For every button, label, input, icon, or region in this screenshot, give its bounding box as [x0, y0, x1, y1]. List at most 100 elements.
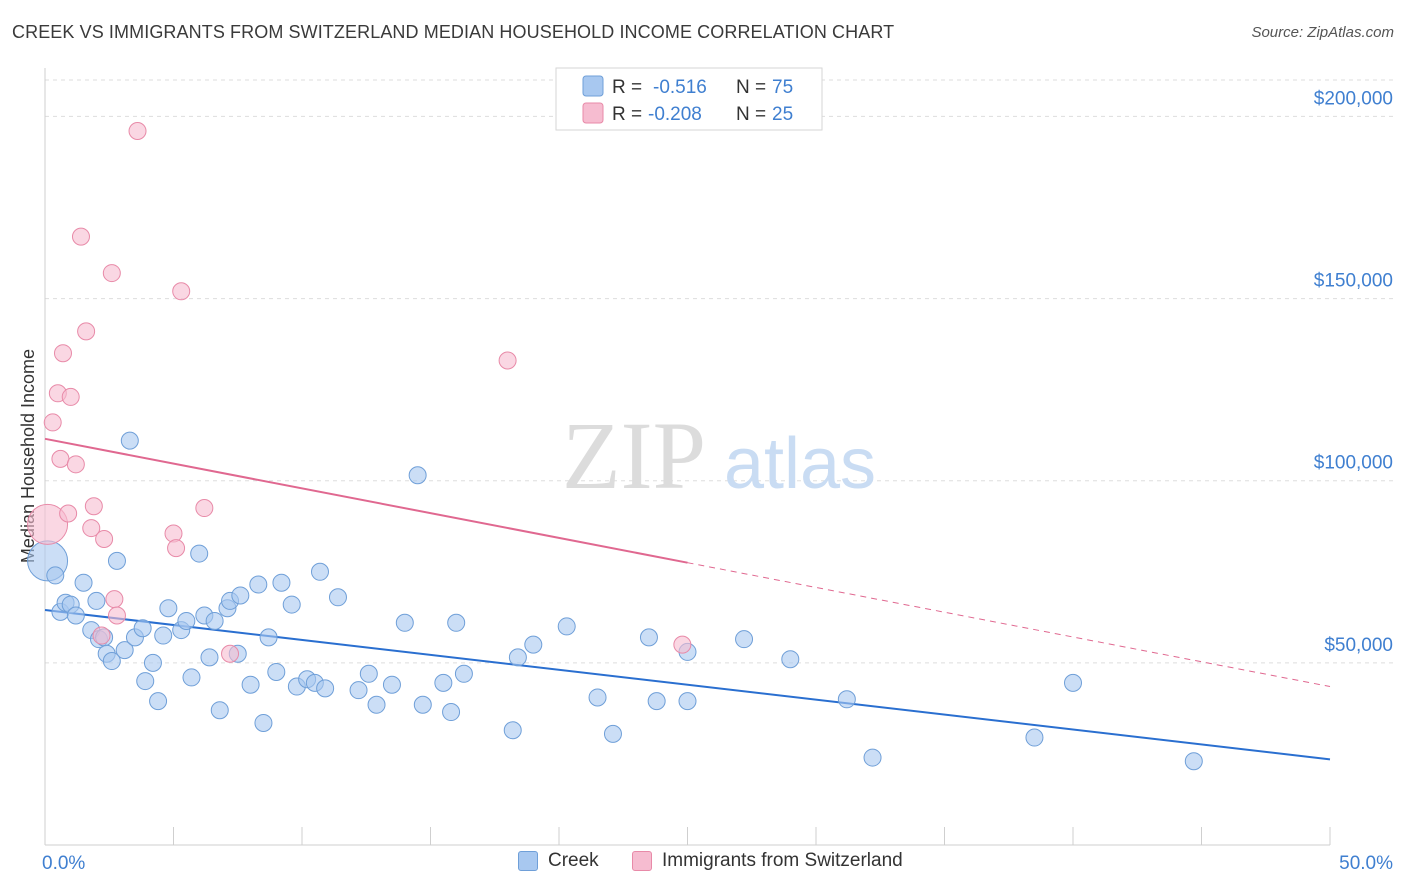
- point-swiss-4: [53, 344, 72, 363]
- point-creek-52: [395, 613, 414, 632]
- point-creek-34: [231, 586, 250, 605]
- point-swiss-7: [66, 455, 85, 474]
- point-swiss-17: [128, 122, 147, 140]
- bottom-legend-swatch-creek: [518, 851, 538, 871]
- y-tick-label-1: $100,000: [1314, 453, 1393, 474]
- point-creek-29: [205, 611, 224, 630]
- y-axis-title: Median Household Income: [18, 349, 38, 563]
- point-creek-38: [259, 628, 278, 647]
- point-swiss-19: [167, 539, 186, 558]
- point-creek-41: [282, 595, 301, 614]
- point-creek-19: [143, 653, 162, 672]
- x-tick-label-1: 50.0%: [1339, 853, 1393, 874]
- trend-line-swiss: [44, 437, 688, 564]
- point-swiss-0: [27, 503, 69, 545]
- trend-lines: [44, 437, 1331, 761]
- point-creek-68: [678, 692, 697, 711]
- point-swiss-6: [61, 387, 80, 406]
- point-creek-15: [120, 431, 139, 450]
- y-tick-label-0: $50,000: [1324, 635, 1393, 656]
- point-creek-12: [102, 652, 121, 671]
- point-creek-8: [87, 591, 106, 610]
- point-creek-74: [1064, 673, 1082, 692]
- point-creek-53: [408, 466, 427, 485]
- legend-n-label-swiss: N =: [736, 104, 766, 125]
- stats-legend: R = -0.516 N = 75 R = -0.208 N = 25: [555, 67, 823, 131]
- point-creek-59: [503, 721, 522, 740]
- point-swiss-16: [107, 606, 126, 625]
- point-creek-56: [442, 703, 461, 722]
- legend-r-value-creek: -0.516: [653, 77, 707, 98]
- bottom-legend-item-creek: Creek: [518, 850, 599, 872]
- point-creek-39: [267, 662, 286, 681]
- point-creek-30: [210, 701, 229, 720]
- point-creek-13: [107, 551, 126, 570]
- point-swiss-14: [102, 264, 121, 283]
- legend-n-value-creek: 75: [772, 77, 793, 98]
- legend-swatch-swiss: [582, 102, 604, 124]
- point-creek-24: [177, 611, 196, 630]
- watermark-zip: ZIP: [562, 402, 706, 509]
- point-creek-21: [154, 626, 173, 645]
- point-swiss-15: [105, 590, 124, 609]
- point-creek-47: [328, 588, 347, 607]
- point-creek-54: [413, 695, 432, 714]
- point-creek-66: [647, 692, 666, 711]
- axes: [44, 68, 1331, 846]
- point-creek-1: [46, 566, 65, 585]
- point-creek-62: [557, 617, 576, 636]
- point-swiss-3: [51, 449, 70, 468]
- point-creek-75: [1184, 752, 1203, 771]
- point-creek-73: [1025, 728, 1044, 747]
- point-creek-25: [182, 668, 201, 687]
- point-swiss-11: [84, 497, 103, 516]
- grid-lines: [45, 79, 1395, 664]
- watermark-atlas: atlas: [724, 424, 876, 504]
- legend-swatch-creek: [582, 75, 604, 97]
- point-swiss-21: [195, 499, 214, 518]
- bottom-legend-item-swiss: Immigrants from Switzerland: [632, 850, 903, 872]
- point-creek-69: [735, 630, 754, 649]
- chart-title: CREEK VS IMMIGRANTS FROM SWITZERLAND MED…: [12, 22, 895, 42]
- point-creek-70: [781, 650, 800, 669]
- trend-line-swiss-extension: [687, 562, 1331, 688]
- point-creek-26: [190, 544, 209, 563]
- point-creek-22: [159, 599, 178, 618]
- point-creek-65: [639, 628, 658, 647]
- point-swiss-8: [71, 227, 90, 246]
- legend-n-value-swiss: 25: [772, 104, 793, 125]
- point-swiss-12: [92, 626, 111, 645]
- point-creek-51: [382, 675, 401, 694]
- bottom-legend-swatch-swiss: [632, 851, 652, 871]
- point-creek-48: [349, 681, 368, 700]
- point-creek-6: [74, 573, 93, 592]
- point-creek-61: [524, 635, 543, 654]
- point-creek-17: [133, 619, 152, 638]
- point-creek-36: [249, 575, 268, 594]
- point-swiss-22: [221, 644, 240, 663]
- point-creek-37: [254, 713, 273, 732]
- bottom-legend-label-swiss: Immigrants from Switzerland: [662, 850, 903, 871]
- bottom-legend: Creek Immigrants from Switzerland: [0, 850, 1406, 878]
- legend-r-value-swiss: -0.208: [648, 104, 702, 125]
- point-creek-18: [136, 672, 155, 691]
- point-creek-64: [603, 724, 622, 743]
- point-creek-46: [316, 679, 335, 698]
- legend-r-label-creek: R =: [612, 77, 642, 98]
- legend-n-label-creek: N =: [736, 77, 766, 98]
- point-swiss-24: [673, 635, 692, 654]
- point-creek-45: [310, 562, 329, 581]
- point-creek-50: [367, 695, 386, 714]
- bottom-legend-label-creek: Creek: [548, 850, 599, 871]
- point-creek-20: [149, 692, 168, 711]
- point-creek-40: [272, 573, 291, 592]
- point-swiss-10: [82, 519, 101, 538]
- tick-labels: $50,000 $100,000 $150,000 $200,000 0.0% 50.0%: [42, 88, 1393, 874]
- chart-source: Source: ZipAtlas.com: [1251, 24, 1394, 41]
- point-creek-55: [434, 673, 453, 692]
- point-creek-35: [241, 675, 260, 694]
- data-points: [27, 122, 1203, 771]
- point-creek-71: [837, 690, 856, 709]
- point-swiss-23: [498, 351, 517, 370]
